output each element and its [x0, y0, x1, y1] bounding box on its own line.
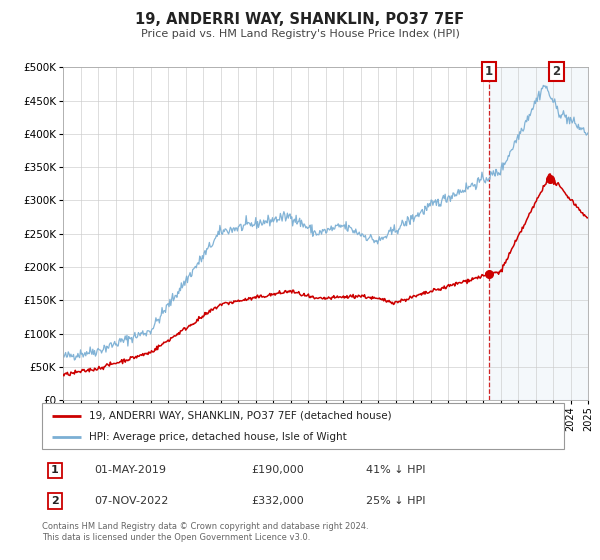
Text: 01-MAY-2019: 01-MAY-2019: [94, 465, 166, 475]
Text: £190,000: £190,000: [251, 465, 304, 475]
Text: 2: 2: [51, 496, 59, 506]
Text: Price paid vs. HM Land Registry's House Price Index (HPI): Price paid vs. HM Land Registry's House …: [140, 29, 460, 39]
Text: 1: 1: [485, 65, 493, 78]
Text: 19, ANDERRI WAY, SHANKLIN, PO37 7EF: 19, ANDERRI WAY, SHANKLIN, PO37 7EF: [136, 12, 464, 27]
Text: 2: 2: [553, 65, 560, 78]
Text: This data is licensed under the Open Government Licence v3.0.: This data is licensed under the Open Gov…: [42, 533, 310, 542]
Text: 07-NOV-2022: 07-NOV-2022: [94, 496, 169, 506]
Bar: [489, 67, 588, 400]
Text: 41% ↓ HPI: 41% ↓ HPI: [365, 465, 425, 475]
Text: 1: 1: [51, 465, 59, 475]
Text: 19, ANDERRI WAY, SHANKLIN, PO37 7EF (detached house): 19, ANDERRI WAY, SHANKLIN, PO37 7EF (det…: [89, 410, 392, 421]
Text: 25% ↓ HPI: 25% ↓ HPI: [365, 496, 425, 506]
Text: HPI: Average price, detached house, Isle of Wight: HPI: Average price, detached house, Isle…: [89, 432, 347, 442]
Text: £332,000: £332,000: [251, 496, 304, 506]
Text: Contains HM Land Registry data © Crown copyright and database right 2024.: Contains HM Land Registry data © Crown c…: [42, 522, 368, 531]
